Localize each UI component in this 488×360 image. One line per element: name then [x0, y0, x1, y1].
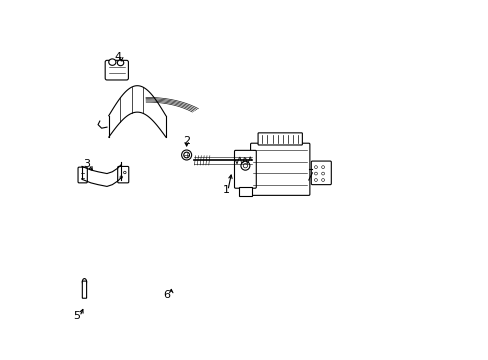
Ellipse shape [183, 152, 189, 158]
FancyArrowPatch shape [184, 143, 188, 146]
FancyBboxPatch shape [118, 166, 128, 183]
Ellipse shape [321, 179, 324, 181]
Text: 4: 4 [114, 52, 121, 62]
Ellipse shape [314, 166, 317, 168]
FancyArrowPatch shape [89, 166, 92, 170]
FancyBboxPatch shape [238, 187, 251, 197]
Ellipse shape [82, 279, 86, 285]
FancyArrowPatch shape [228, 175, 232, 188]
Ellipse shape [243, 163, 247, 168]
Ellipse shape [120, 176, 122, 179]
Ellipse shape [108, 59, 116, 65]
Text: 1: 1 [222, 185, 229, 195]
Ellipse shape [314, 172, 317, 175]
FancyBboxPatch shape [82, 281, 86, 298]
Text: 5: 5 [73, 311, 80, 321]
FancyBboxPatch shape [258, 133, 302, 145]
Text: 6: 6 [163, 290, 170, 300]
FancyBboxPatch shape [234, 150, 256, 188]
FancyBboxPatch shape [78, 167, 87, 183]
Ellipse shape [321, 172, 324, 175]
Ellipse shape [181, 150, 191, 160]
Ellipse shape [314, 179, 317, 181]
FancyArrowPatch shape [80, 310, 83, 314]
Text: 3: 3 [83, 159, 90, 169]
FancyBboxPatch shape [105, 60, 128, 80]
FancyArrowPatch shape [169, 289, 173, 293]
FancyBboxPatch shape [250, 143, 309, 195]
Ellipse shape [321, 166, 324, 168]
Text: 2: 2 [183, 136, 190, 147]
FancyArrowPatch shape [120, 58, 122, 61]
FancyBboxPatch shape [311, 161, 331, 185]
Ellipse shape [241, 161, 249, 170]
Ellipse shape [117, 60, 123, 66]
Ellipse shape [123, 171, 126, 174]
